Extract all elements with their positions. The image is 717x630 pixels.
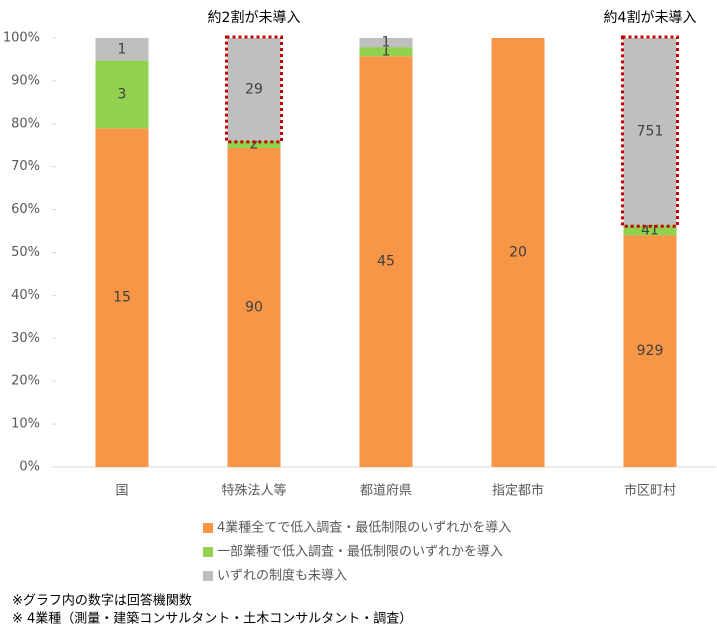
x-tick-label: 都道府県 (360, 484, 412, 499)
y-tick-label: 90% (11, 73, 40, 88)
y-tick-label: 20% (11, 374, 40, 389)
bar-segment (359, 56, 413, 468)
y-tick-label: 50% (11, 245, 40, 260)
y-tick-label: 60% (11, 202, 40, 217)
bar-segment (359, 47, 413, 57)
y-tick-label: 80% (11, 116, 40, 131)
annotation: 約4割が未導入 (604, 9, 697, 26)
bar-segment (359, 38, 413, 48)
bar-segment (623, 225, 677, 236)
x-tick-label: 市区町村 (624, 483, 676, 499)
data-label: 1 (118, 41, 127, 57)
y-tick-label: 100% (3, 31, 40, 46)
bar-segment (95, 128, 149, 467)
legend-swatch (203, 571, 213, 581)
data-label: 90 (245, 299, 263, 315)
data-label: 20 (509, 245, 527, 261)
legend-label: いずれの制度も未導入 (217, 568, 347, 584)
note: ※ 4業種（測量・建築コンサルタント・土木コンサルタント・調査） (12, 611, 412, 627)
bar-segment (227, 38, 281, 141)
legend-label: 一部業種で低入調査・最低制限のいずれかを導入 (217, 544, 503, 560)
x-tick-label: 国 (115, 484, 128, 499)
y-tick-label: 0% (19, 460, 40, 475)
data-label: 1 (382, 35, 391, 51)
bar-segment (623, 235, 677, 467)
bar-segment (95, 60, 149, 129)
highlight-box (225, 35, 283, 144)
x-tick-label: 指定都市 (492, 483, 544, 499)
bar-segment (227, 140, 281, 148)
data-label: 29 (245, 81, 263, 97)
data-label: 15 (113, 290, 131, 306)
data-label: 929 (637, 343, 664, 359)
y-tick-label: 70% (11, 159, 40, 174)
data-label: 751 (637, 124, 664, 140)
data-label: 1 (382, 44, 391, 60)
y-tick-label: 30% (11, 331, 40, 346)
bar-segment (227, 147, 281, 467)
bar-segment (623, 38, 677, 226)
bar-segment (95, 38, 149, 61)
legend-swatch (203, 547, 213, 557)
annotation: 約2割が未導入 (208, 9, 301, 26)
bar-segment (491, 38, 545, 467)
data-label: 45 (377, 254, 395, 270)
y-tick-label: 40% (11, 288, 40, 303)
highlight-box (621, 35, 679, 228)
data-label: 2 (250, 136, 259, 152)
x-tick-label: 特殊法人等 (221, 483, 286, 499)
legend-label: 4業種全てで低入調査・最低制限のいずれかを導入 (217, 520, 511, 536)
note: ※グラフ内の数字は回答機関数 (12, 593, 192, 609)
y-tick-label: 10% (11, 417, 40, 432)
legend-swatch (203, 523, 213, 533)
data-label: 3 (118, 86, 127, 102)
